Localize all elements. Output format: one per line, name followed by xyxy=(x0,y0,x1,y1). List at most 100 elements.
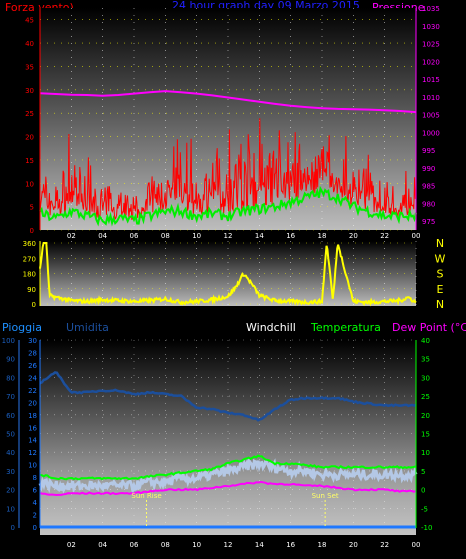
tick-label: 5 xyxy=(421,468,425,476)
tick-label: 14 xyxy=(255,541,264,549)
tick-label: 15 xyxy=(25,157,34,165)
tick-label: 02 xyxy=(67,232,76,240)
bottom-hour-ticks: 02 04 06 08 10 12 14 16 18 20 22 00 xyxy=(67,541,421,549)
bottom-series xyxy=(38,371,418,529)
series-dew-point xyxy=(39,480,417,497)
tick-label: 10 xyxy=(421,449,430,457)
tick-label: -5 xyxy=(421,505,428,513)
compass-label: W xyxy=(435,252,446,265)
tick-label: 90 xyxy=(27,286,36,294)
tick-label: 08 xyxy=(161,232,170,240)
tick-label: 22 xyxy=(28,387,37,395)
tick-label: 0 xyxy=(33,524,37,532)
series-windchill xyxy=(38,457,418,496)
legend-humidity: Umidita xyxy=(66,321,109,334)
direction-axis-ticks: 360 270 180 90 0 xyxy=(23,240,36,309)
tick-label: 04 xyxy=(98,541,107,549)
tick-label: 00 xyxy=(412,232,421,240)
tick-label: 10 xyxy=(25,180,34,188)
tick-label: 70 xyxy=(6,393,15,401)
tick-label: 02 xyxy=(67,541,76,549)
pressure-axis-ticks: 1035 1030 1025 1020 1015 1010 1005 1000 995 990 98… xyxy=(422,5,440,226)
tick-label: 1030 xyxy=(422,23,440,31)
tick-label: 25 xyxy=(25,110,34,118)
tick-label: 1005 xyxy=(422,112,440,120)
tick-label: 20 xyxy=(28,399,37,407)
tick-label: 1010 xyxy=(422,94,440,102)
series-pressure xyxy=(39,90,417,114)
tick-label: 20 xyxy=(6,487,15,495)
tick-label: 18 xyxy=(318,541,327,549)
tick-label: 0 xyxy=(30,227,34,235)
tick-label: 00 xyxy=(412,541,421,549)
tick-label: 180 xyxy=(23,271,36,279)
tick-label: 1015 xyxy=(422,76,440,84)
tick-label: 1035 xyxy=(422,5,440,13)
tick-label: 12 xyxy=(28,449,37,457)
tick-label: 40 xyxy=(25,40,34,48)
tick-label: 40 xyxy=(421,337,430,345)
tick-label: 26 xyxy=(28,362,37,370)
tick-label: 06 xyxy=(130,232,139,240)
tick-label: 20 xyxy=(349,232,358,240)
tick-label: 10 xyxy=(192,541,201,549)
tick-label: 08 xyxy=(161,541,170,549)
tick-label: 16 xyxy=(286,232,295,240)
tick-label: 1020 xyxy=(422,58,440,66)
compass-label: N xyxy=(436,237,444,250)
tick-label: 45 xyxy=(25,17,34,25)
series-temperature xyxy=(39,454,417,481)
legend-rain: Pioggia xyxy=(2,321,42,334)
tick-label: 0 xyxy=(421,487,425,495)
tick-label: 6 xyxy=(33,487,38,495)
tick-label: 12 xyxy=(224,232,233,240)
tick-label: 80 xyxy=(6,374,15,382)
tick-label: -10 xyxy=(421,524,432,532)
tick-label: 04 xyxy=(98,232,107,240)
legend-windchill: Windchill xyxy=(246,321,296,334)
bottom-plot-area xyxy=(40,340,416,535)
direction-series xyxy=(39,242,417,307)
tick-label: 975 xyxy=(422,218,435,226)
top-series xyxy=(39,90,417,227)
tick-label: 18 xyxy=(318,232,327,240)
top-plot-area xyxy=(40,8,416,230)
tick-label: 1000 xyxy=(422,129,440,137)
tick-label: 20 xyxy=(25,134,34,142)
series-direction xyxy=(39,242,417,307)
tick-label: 2 xyxy=(33,512,37,520)
tick-label: 5 xyxy=(30,204,34,212)
tick-label: 12 xyxy=(224,541,233,549)
tick-label: 35 xyxy=(25,63,34,71)
tick-label: 100 xyxy=(2,337,15,345)
tick-label: 995 xyxy=(422,147,435,155)
tick-label: 30 xyxy=(6,468,15,476)
tick-label: 10 xyxy=(28,462,37,470)
compass-label: E xyxy=(437,283,444,296)
tick-label: 16 xyxy=(28,424,37,432)
tick-label: 360 xyxy=(23,240,36,248)
tick-label: 35 xyxy=(421,356,430,364)
tick-label: 06 xyxy=(130,541,139,549)
tick-label: 40 xyxy=(6,449,15,457)
tick-label: 30 xyxy=(421,374,430,382)
tick-label: 22 xyxy=(380,232,389,240)
sun-rise-label: Sun Rise xyxy=(131,492,161,500)
tick-label: 20 xyxy=(421,412,430,420)
tick-label: 15 xyxy=(421,431,430,439)
tick-label: 990 xyxy=(422,165,435,173)
tick-label: 10 xyxy=(6,505,15,513)
series-wind-avg xyxy=(39,185,417,227)
legend-dew-point: Dew Point (°C) xyxy=(392,321,466,334)
tick-label: 0 xyxy=(32,301,36,309)
tick-label: 1025 xyxy=(422,41,440,49)
tick-label: 14 xyxy=(28,437,37,445)
tick-label: 8 xyxy=(33,474,37,482)
tick-label: 270 xyxy=(23,255,36,263)
tick-label: 50 xyxy=(6,431,15,439)
tick-label: 18 xyxy=(28,412,37,420)
tick-label: 25 xyxy=(421,393,430,401)
compass-label: S xyxy=(437,268,444,281)
